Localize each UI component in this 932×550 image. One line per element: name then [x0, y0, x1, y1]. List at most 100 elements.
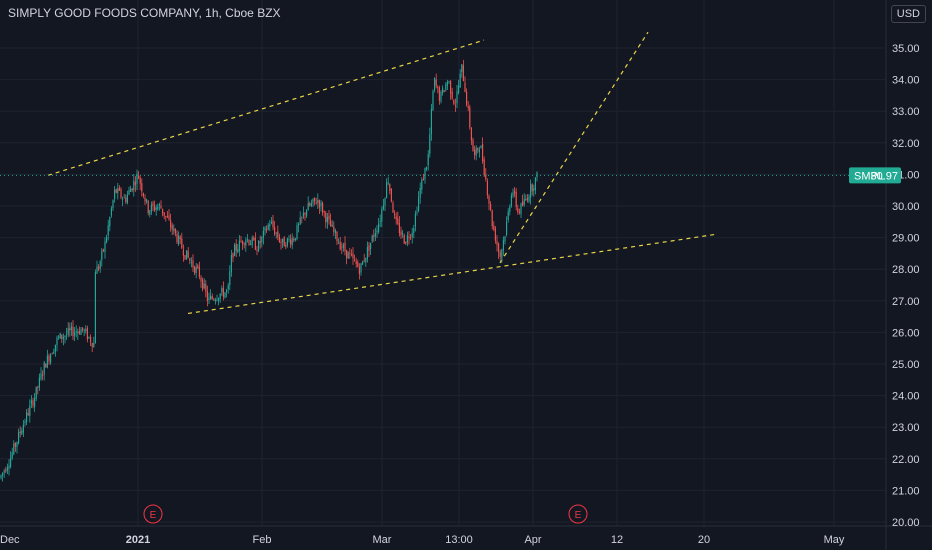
- trendline[interactable]: [499, 31, 649, 264]
- price-axis[interactable]: 20.00 21.00 22.00 23.00 24.00 25.00 26.00 27.00…: [892, 43, 920, 529]
- candle-body: [125, 197, 127, 202]
- time-tick-label: 20: [698, 534, 710, 546]
- candle-body: [110, 208, 112, 216]
- candle-body: [176, 233, 178, 243]
- time-tick-label: Apr: [524, 534, 541, 546]
- candle-body: [259, 241, 261, 244]
- candle-body: [469, 107, 471, 128]
- candle-body: [354, 259, 356, 261]
- time-axis[interactable]: Dec 2021 Feb Mar 13:00 Apr 12 20 May: [0, 534, 845, 546]
- candle-body: [109, 217, 111, 227]
- candle-body: [336, 231, 338, 242]
- candle-body: [405, 242, 407, 244]
- candle-body: [58, 336, 60, 338]
- earnings-marker[interactable]: [143, 504, 163, 524]
- price-tick-label: 27.00: [892, 296, 920, 308]
- candle-body: [224, 292, 226, 298]
- price-tick-label: 23.00: [892, 422, 920, 434]
- candle-body: [202, 279, 204, 290]
- candle-body: [347, 251, 349, 259]
- candle-body: [285, 245, 287, 248]
- candle-body: [291, 238, 293, 246]
- candle-body: [344, 242, 346, 252]
- candle-body: [216, 299, 218, 301]
- candle-body: [426, 167, 428, 170]
- candle-body: [118, 188, 120, 191]
- candle-body: [50, 354, 52, 363]
- candle-body: [8, 465, 10, 469]
- candle-body: [451, 91, 453, 99]
- candle-body: [499, 252, 501, 257]
- candle-body: [325, 212, 327, 223]
- candle-body: [315, 202, 317, 204]
- candle-body: [62, 337, 64, 340]
- price-tick-label: 32.00: [892, 138, 920, 150]
- candle-body: [35, 386, 37, 399]
- candle-body: [466, 91, 468, 105]
- candle-body: [6, 467, 8, 471]
- candle-body: [453, 100, 455, 104]
- candle-body: [339, 241, 341, 250]
- candle-body: [474, 150, 476, 155]
- candle-body: [82, 327, 84, 330]
- candle-body: [112, 200, 114, 209]
- candle-body: [395, 216, 397, 220]
- candle-body: [94, 272, 96, 344]
- price-tick-label: 35.00: [892, 43, 920, 55]
- price-tick-label: 24.00: [892, 391, 920, 403]
- candle-body: [376, 230, 378, 233]
- candle-body: [286, 238, 288, 246]
- earnings-marker[interactable]: [568, 504, 588, 524]
- candle-body: [429, 134, 431, 154]
- candle-body: [480, 145, 482, 149]
- candle-body: [48, 355, 50, 362]
- candle-body: [101, 250, 103, 260]
- candle-body: [190, 262, 192, 263]
- candle-body: [142, 193, 144, 196]
- candle-body: [178, 235, 180, 245]
- time-tick-label: 2021: [126, 534, 150, 546]
- candle-body: [362, 261, 364, 265]
- candle-body: [22, 424, 24, 433]
- candle-body: [205, 284, 207, 292]
- candle-body: [150, 204, 152, 212]
- candle-series: [0, 59, 538, 482]
- candle-body: [531, 184, 533, 192]
- candle-body: [349, 253, 351, 254]
- candle-body: [528, 196, 530, 202]
- candle-body: [338, 243, 340, 244]
- candle-body: [458, 85, 460, 94]
- candle-body: [432, 91, 434, 111]
- candle-body: [424, 167, 426, 180]
- candle-body: [234, 244, 236, 256]
- candle-body: [139, 178, 141, 184]
- candle-body: [378, 223, 380, 232]
- candle-body: [387, 182, 389, 184]
- trendline[interactable]: [187, 233, 716, 315]
- candle-body: [462, 65, 464, 81]
- candle-body: [288, 238, 290, 240]
- candle-body: [238, 240, 240, 251]
- candle-body: [507, 211, 509, 220]
- currency-button[interactable]: USD: [890, 5, 926, 23]
- candle-body: [147, 200, 149, 214]
- candle-body: [248, 239, 250, 245]
- candle-body: [262, 230, 264, 238]
- candle-body: [310, 203, 312, 206]
- candle-body: [437, 87, 439, 88]
- candle-body: [454, 105, 456, 106]
- candle-body: [435, 79, 437, 86]
- candle-body: [486, 181, 488, 196]
- candle-body: [114, 189, 116, 199]
- candle-body: [131, 188, 133, 191]
- candle-body: [506, 221, 508, 236]
- candle-body: [398, 222, 400, 234]
- candle-body: [102, 249, 104, 251]
- candle-body: [322, 202, 324, 213]
- candle-body: [443, 90, 445, 92]
- earnings-marker-label: E: [575, 510, 582, 521]
- candle-body: [410, 237, 412, 239]
- candle-body: [170, 220, 172, 227]
